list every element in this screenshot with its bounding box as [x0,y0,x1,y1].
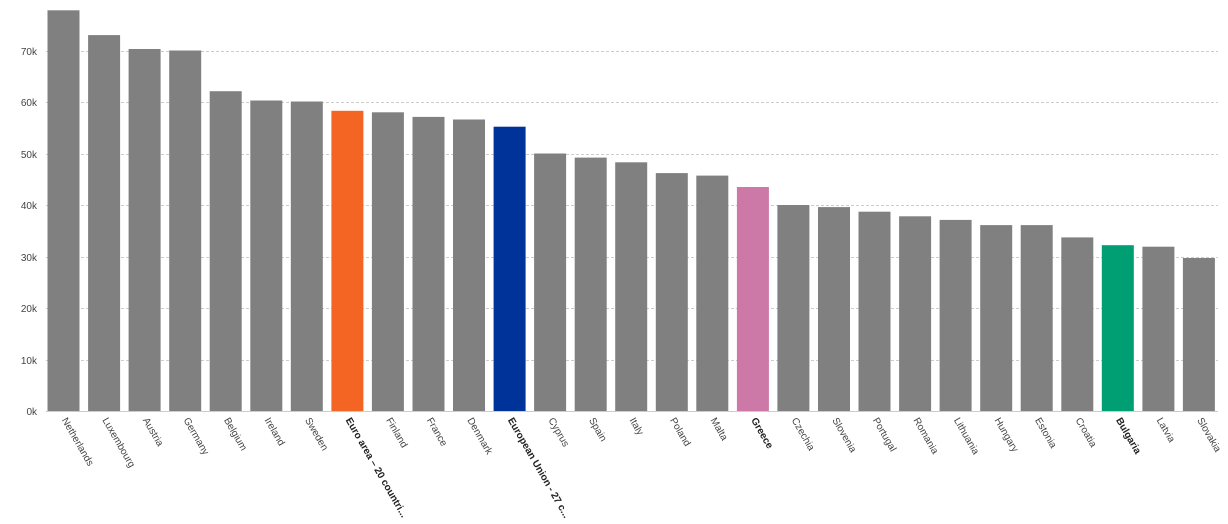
x-category-label: Sweden [302,416,330,453]
x-category-label: Spain [586,416,608,444]
bar-european-union-27-countries[interactable] [493,126,526,411]
bar-hungary[interactable] [980,225,1013,411]
bar-czechia[interactable] [777,205,810,411]
x-category-label: Slovenia [829,416,858,455]
x-category-label: Germany [181,416,211,457]
x-category-label: Luxembourg [100,416,137,470]
y-tick-label: 60k [21,98,38,109]
x-category-label: Poland [667,416,692,448]
x-category-label: Lithuania [951,416,981,457]
x-category-label: France [424,416,449,449]
x-category-label: Finland [383,416,409,450]
y-tick-label: 70k [21,47,38,58]
y-axis-tick-labels: 0k 10k 20k 30k 40k 50k 60k 70k [21,47,38,418]
bar-netherlands[interactable] [47,10,80,412]
x-category-label: Bulgaria [1113,416,1143,457]
x-category-label: Greece [748,416,775,451]
bar-bulgaria[interactable] [1101,245,1134,411]
bar-euro-area-20-countries[interactable] [331,110,364,412]
x-category-label: Romania [911,416,941,457]
bars [47,10,1215,412]
x-category-label: Austria [140,416,165,449]
bar-poland[interactable] [655,173,688,411]
bar-lithuania[interactable] [939,219,972,411]
y-tick-label: 0k [26,407,38,418]
bar-malta[interactable] [696,175,729,411]
bar-ireland[interactable] [250,100,283,412]
bar-estonia[interactable] [1020,225,1053,411]
y-tick-label: 20k [21,304,38,315]
bar-france[interactable] [412,116,445,412]
x-category-label: Estonia [1032,416,1058,451]
bar-slovenia[interactable] [818,207,850,411]
bar-slovakia[interactable] [1182,258,1215,411]
x-category-label: Cyprus [546,416,571,449]
bar-finland[interactable] [371,112,404,412]
x-category-label: Czechia [789,416,817,453]
x-category-label: Malta [708,416,730,443]
x-category-label: Latvia [1154,416,1177,445]
bar-germany[interactable] [169,50,202,412]
x-category-label: Italy [627,416,646,437]
x-axis-category-labels: Netherlands Luxembourg Austria Germany Belgi… [59,416,1223,520]
bar-luxembourg[interactable] [88,35,121,411]
y-tick-label: 40k [21,201,38,212]
y-tick-label: 30k [21,253,38,264]
x-category-label: Denmark [464,416,494,457]
bar-portugal[interactable] [858,211,891,411]
y-tick-label: 50k [21,150,38,161]
x-category-label: Ireland [262,416,287,448]
x-category-label: Belgium [221,416,249,453]
x-category-label: Hungary [992,416,1020,454]
bar-italy[interactable] [615,162,648,411]
bar-latvia[interactable] [1142,246,1175,411]
bar-croatia[interactable] [1061,237,1094,411]
bar-sweden[interactable] [290,101,323,412]
x-category-label: Croatia [1073,416,1099,450]
bar-austria[interactable] [128,49,161,411]
x-category-label: Netherlands [59,416,95,468]
bar-denmark[interactable] [453,119,485,412]
bar-greece[interactable] [736,187,769,411]
x-category-label: Portugal [870,416,898,454]
x-category-label: Slovakia [1194,416,1223,455]
bar-spain[interactable] [574,157,607,411]
bar-belgium[interactable] [209,91,242,411]
y-tick-label: 10k [21,356,38,367]
bar-romania[interactable] [899,216,932,411]
bar-cyprus[interactable] [534,153,567,412]
